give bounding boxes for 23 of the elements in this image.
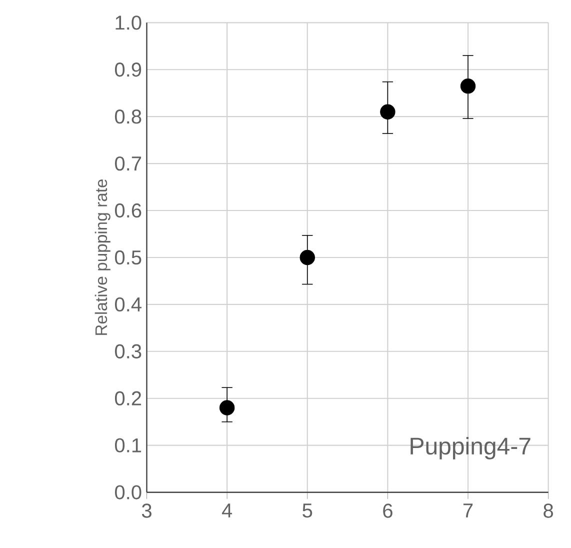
point — [460, 78, 476, 94]
x-tick-label: 3 — [142, 504, 152, 518]
y-tick-label: 0.7 — [114, 156, 142, 170]
annotation: Pupping4-7 — [410, 436, 530, 460]
point — [300, 250, 315, 265]
y-tick-label: 0.8 — [114, 109, 142, 124]
y-tick-label: 0.1 — [114, 438, 142, 452]
y-tick-label: 0.3 — [114, 344, 142, 358]
y-tick-label: 0.9 — [114, 62, 142, 77]
y-tick-label: 1.0 — [116, 15, 142, 30]
y-axis-title: Relative pupping rate — [94, 179, 110, 335]
point — [380, 104, 396, 120]
y-tick-label: 0.2 — [114, 391, 142, 406]
y-tick-label: 0.4 — [114, 297, 142, 312]
y-tick-label: 0.0 — [114, 485, 142, 500]
x-tick-label: 8 — [544, 504, 554, 518]
x-tick-label: 4 — [222, 504, 232, 518]
x-tick-label: 6 — [383, 504, 392, 518]
point — [219, 400, 235, 416]
y-tick-label: 0.6 — [114, 203, 142, 218]
x-tick-label: 5 — [302, 504, 312, 518]
y-tick-label: 0.5 — [114, 250, 142, 264]
x-tick-label: 7 — [463, 504, 473, 518]
